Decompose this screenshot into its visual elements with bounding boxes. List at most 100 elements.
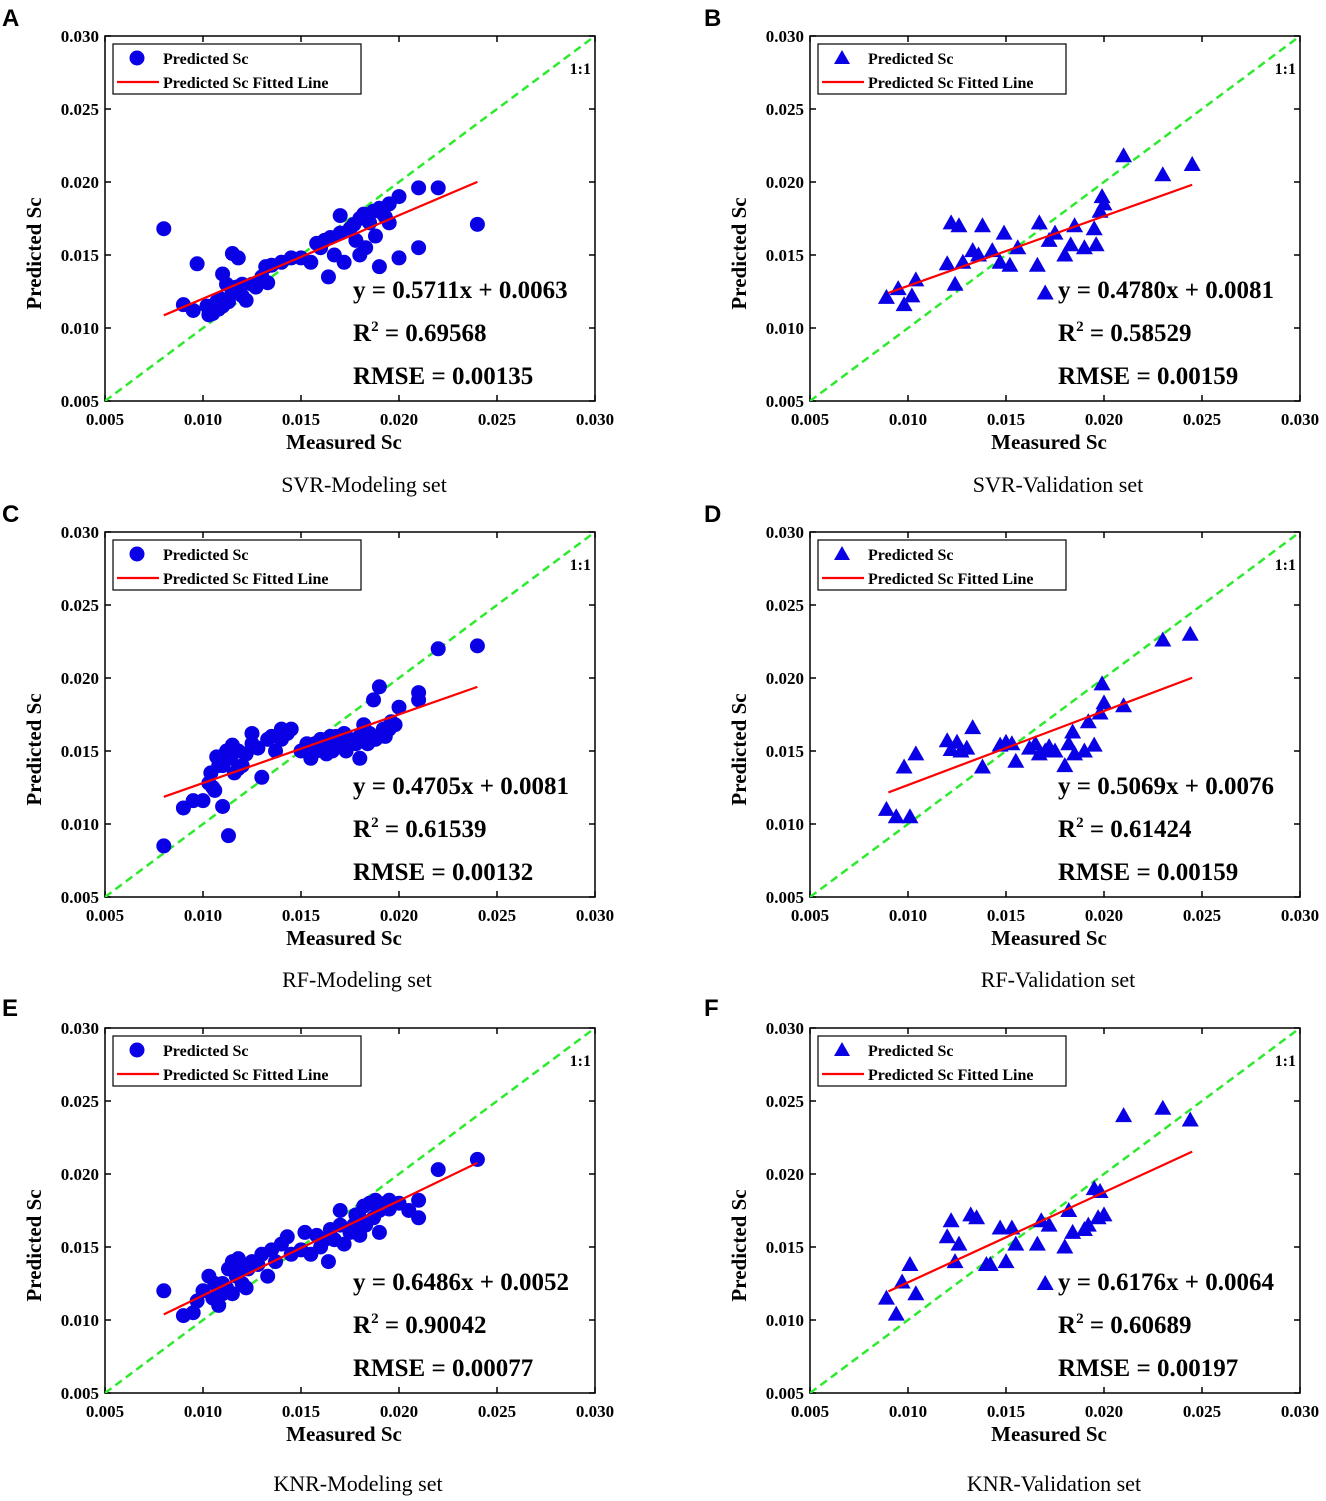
legend-label-line: Predicted Sc Fitted Line — [868, 1067, 1033, 1084]
y-tick-label: 0.020 — [766, 1165, 804, 1184]
reference-label: 1:1 — [1275, 557, 1296, 574]
x-tick-label: 0.010 — [184, 410, 222, 429]
x-tick-label: 0.005 — [791, 906, 829, 925]
plot-frame — [809, 531, 1301, 898]
data-point — [895, 758, 913, 774]
legend-label-line: Predicted Sc Fitted Line — [163, 571, 328, 588]
panel-letter: D — [704, 501, 721, 528]
y-tick-label: 0.005 — [766, 888, 804, 907]
data-point — [1003, 1219, 1021, 1235]
data-point — [946, 275, 964, 291]
x-tick-label: 0.020 — [1085, 410, 1123, 429]
y-tick-label: 0.010 — [61, 319, 99, 338]
data-point — [238, 292, 254, 308]
y-tick-label: 0.010 — [61, 815, 99, 834]
data-point — [391, 189, 407, 205]
data-point — [332, 208, 348, 224]
y-tick-label: 0.015 — [766, 246, 804, 265]
data-layer — [105, 1028, 595, 1393]
legend: Predicted Sc Predicted Sc Fitted Line — [112, 1035, 362, 1087]
x-axis-label: Measured Sc — [991, 1422, 1107, 1446]
x-tick-label: 0.015 — [282, 1402, 320, 1421]
y-tick-label: 0.030 — [61, 27, 99, 46]
data-point — [968, 1209, 986, 1225]
data-point — [1115, 1107, 1133, 1123]
plot-frame — [104, 531, 596, 898]
r-squared-superscript: 2 — [1076, 815, 1084, 831]
r-squared: R2 = 0.61424 — [1058, 815, 1192, 843]
x-tick-label: 0.025 — [1183, 410, 1221, 429]
x-tick-label: 0.030 — [576, 1402, 614, 1421]
data-point — [250, 740, 266, 756]
data-point — [1079, 713, 1097, 729]
x-tick-label: 0.020 — [1085, 1402, 1123, 1421]
r-squared: R2 = 0.90042 — [353, 1311, 487, 1339]
x-tick-label: 0.010 — [184, 1402, 222, 1421]
plot-frame — [104, 35, 596, 402]
data-point — [895, 296, 913, 312]
data-point — [234, 758, 250, 774]
y-tick-label: 0.030 — [766, 27, 804, 46]
data-point — [238, 1280, 254, 1296]
r-squared-value: = 0.60689 — [1084, 1312, 1192, 1339]
y-tick-label: 0.020 — [61, 1165, 99, 1184]
data-point — [1060, 735, 1078, 751]
x-tick-label: 0.005 — [791, 1402, 829, 1421]
x-tick-label: 0.010 — [889, 1402, 927, 1421]
data-point — [279, 1229, 295, 1245]
legend: Predicted Sc Predicted Sc Fitted Line — [817, 43, 1067, 95]
data-point — [877, 1289, 895, 1305]
data-point — [411, 1210, 427, 1226]
y-tick-label: 0.025 — [61, 100, 99, 119]
data-point — [185, 1305, 201, 1321]
data-point — [411, 1192, 427, 1208]
data-point — [297, 1224, 313, 1240]
fitted-line — [163, 685, 478, 798]
panel-caption: SVR-Validation set — [973, 472, 1144, 497]
legend-label-points: Predicted Sc — [163, 51, 248, 68]
data-point — [877, 800, 895, 816]
data-point — [938, 1228, 956, 1244]
data-point — [877, 288, 895, 304]
data-point — [1095, 694, 1113, 710]
data-point — [1183, 155, 1201, 171]
data-point — [1056, 1238, 1074, 1254]
legend-label-points: Predicted Sc — [163, 1043, 248, 1060]
data-point — [387, 717, 403, 733]
y-axis-label: Predicted Sc — [727, 1189, 751, 1301]
r-squared-symbol: R — [353, 816, 372, 843]
legend-label-line: Predicted Sc Fitted Line — [163, 75, 328, 92]
y-axis-label: Predicted Sc — [22, 1189, 46, 1301]
data-point — [1154, 631, 1172, 647]
y-tick-label: 0.010 — [766, 1311, 804, 1330]
data-point — [320, 269, 336, 285]
data-point — [268, 1254, 284, 1270]
fitted-line — [163, 180, 478, 317]
y-tick-label: 0.025 — [61, 596, 99, 615]
plot-frame — [104, 1027, 596, 1394]
reference-line-1to1 — [810, 1028, 1300, 1393]
r-squared-superscript: 2 — [1076, 1311, 1084, 1327]
r-squared-symbol: R — [353, 320, 372, 347]
x-tick-label: 0.030 — [576, 906, 614, 925]
panel-letter: B — [704, 5, 721, 32]
data-point — [973, 217, 991, 233]
data-point — [893, 1273, 911, 1289]
data-point — [970, 246, 988, 262]
fitted-line — [163, 1161, 478, 1316]
y-tick-label: 0.020 — [61, 173, 99, 192]
legend-box — [817, 1035, 1067, 1087]
rmse: RMSE = 0.00077 — [353, 1355, 533, 1382]
data-point — [195, 793, 211, 809]
data-point — [901, 808, 919, 824]
data-point — [224, 1286, 240, 1302]
y-axis-label: Predicted Sc — [22, 693, 46, 805]
x-tick-label: 0.005 — [86, 1402, 124, 1421]
data-point — [942, 1212, 960, 1228]
x-tick-label: 0.020 — [380, 1402, 418, 1421]
reference-label: 1:1 — [1275, 61, 1296, 78]
y-tick-label: 0.010 — [766, 319, 804, 338]
